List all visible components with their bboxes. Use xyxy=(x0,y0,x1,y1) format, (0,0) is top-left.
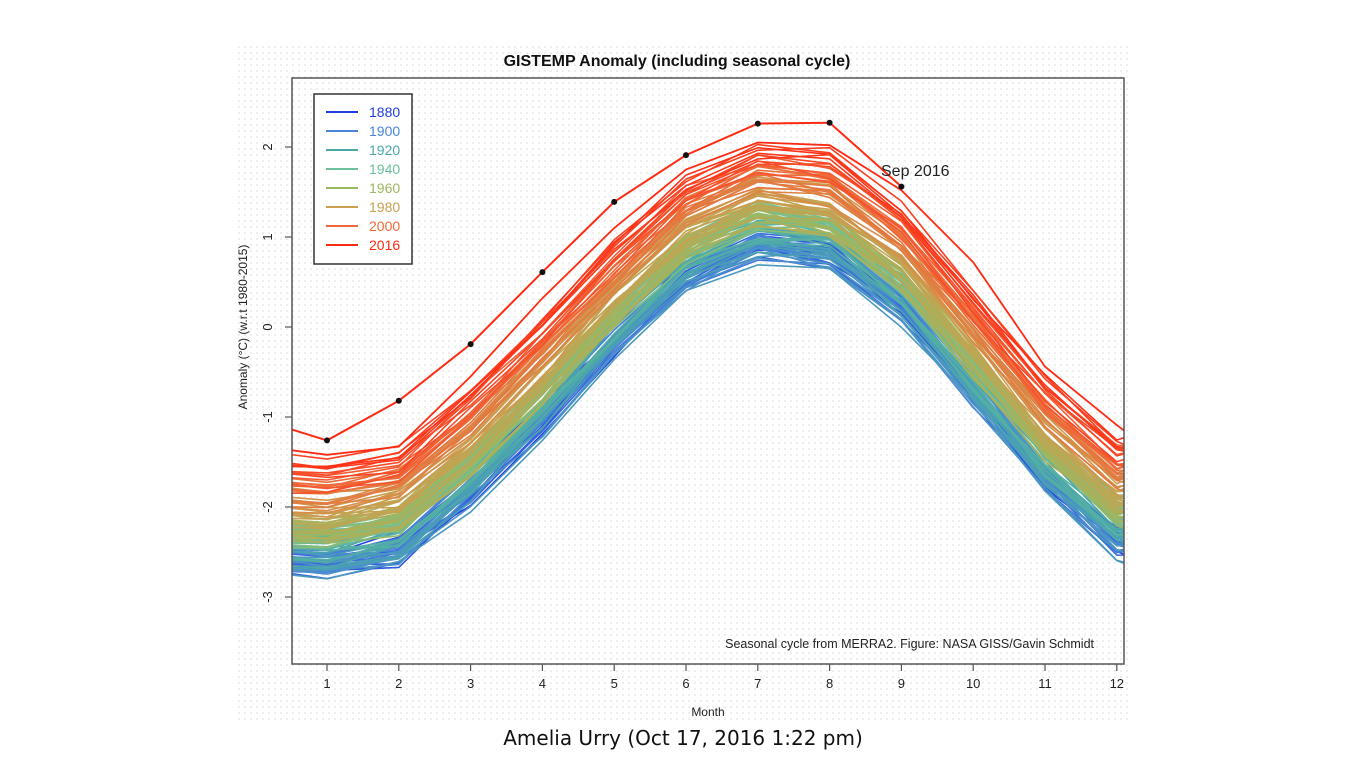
year-line-2014 xyxy=(292,146,1124,468)
year-line-1968 xyxy=(292,216,1124,544)
y-axis-label: Anomaly (°C) (w.r.t 1980-2015) xyxy=(236,245,250,410)
chart-figure: GISTEMP Anomaly (including seasonal cycl… xyxy=(236,44,1130,720)
year-line-2013 xyxy=(292,153,1124,469)
legend-label-2000: 2000 xyxy=(369,218,400,234)
y-tick-label: -2 xyxy=(260,501,275,513)
year-line-1982 xyxy=(292,200,1124,514)
legend-label-1900: 1900 xyxy=(369,123,400,139)
x-tick-label: 9 xyxy=(898,676,905,691)
point-2016-month-2 xyxy=(395,397,402,404)
x-tick-label: 3 xyxy=(467,676,474,691)
legend-label-1960: 1960 xyxy=(369,180,400,196)
legend-label-1880: 1880 xyxy=(369,104,400,120)
x-tick-label: 1 xyxy=(323,676,330,691)
legend-box xyxy=(313,93,413,265)
point-2016-month-6 xyxy=(683,152,689,159)
point-2016-month-7 xyxy=(754,120,761,127)
x-tick-label: 8 xyxy=(826,676,833,691)
x-tick-label: 2 xyxy=(395,676,402,691)
y-tick-label: 2 xyxy=(260,143,275,150)
y-tick-label: 1 xyxy=(260,233,275,240)
point-2016-month-4 xyxy=(539,269,546,276)
year-line-2000 xyxy=(292,174,1124,488)
chart-svg: GISTEMP Anomaly (including seasonal cycl… xyxy=(236,53,1125,719)
point-2016-month-8 xyxy=(826,119,833,126)
x-tick-label: 12 xyxy=(1110,676,1124,691)
year-line-1969 xyxy=(292,224,1124,541)
x-tick-label: 5 xyxy=(611,676,618,691)
source-annotation: Seasonal cycle from MERRA2. Figure: NASA… xyxy=(725,637,1094,651)
year-line-1916 xyxy=(292,251,1124,569)
legend-label-2016: 2016 xyxy=(369,237,400,253)
point-2016-month-3 xyxy=(467,341,474,348)
year-line-2006 xyxy=(292,160,1124,494)
year-line-1911 xyxy=(292,264,1124,580)
year-line-2016 xyxy=(291,121,903,442)
legend: 1880 1900 1920 1940 1960 1980 2000 2016 xyxy=(313,93,413,265)
series-lines xyxy=(292,141,1124,580)
year-line-1914 xyxy=(292,243,1124,568)
year-line-1927 xyxy=(292,237,1124,552)
plot-frame xyxy=(291,77,1125,665)
x-axis-label: Month xyxy=(691,705,724,719)
year-line-2008 xyxy=(292,160,1124,474)
point-2016-month-9 xyxy=(898,183,905,190)
legend-label-1940: 1940 xyxy=(369,161,400,177)
year-line-2009 xyxy=(292,154,1124,479)
image-caption: Amelia Urry (Oct 17, 2016 1:22 pm) xyxy=(503,726,863,750)
point-2016-month-1 xyxy=(324,437,330,444)
chart-title: GISTEMP Anomaly (including seasonal cycl… xyxy=(504,53,851,70)
year-line-1963 xyxy=(292,221,1124,540)
x-tick-label: 11 xyxy=(1038,676,1052,691)
x-tick-label: 7 xyxy=(754,676,761,691)
point-2016-month-5 xyxy=(611,198,618,205)
legend-label-1980: 1980 xyxy=(369,199,400,215)
y-tick-label: -3 xyxy=(260,591,275,603)
x-tick-label: 10 xyxy=(966,676,980,691)
year-line-1990 xyxy=(292,190,1124,505)
y-tick-label: 0 xyxy=(260,323,275,330)
year-line-1977 xyxy=(292,199,1124,515)
year-line-2015 xyxy=(292,141,1124,456)
highlight-layer xyxy=(291,119,905,444)
year-line-1967 xyxy=(292,203,1124,527)
year-line-2005 xyxy=(292,171,1124,489)
year-line-1976 xyxy=(292,204,1124,530)
legend-label-1920: 1920 xyxy=(369,142,400,158)
y-tick-label: -1 xyxy=(260,411,275,423)
x-tick-label: 4 xyxy=(539,676,546,691)
x-tick-label: 6 xyxy=(682,676,689,691)
sep-2016-label: Sep 2016 xyxy=(881,163,950,180)
